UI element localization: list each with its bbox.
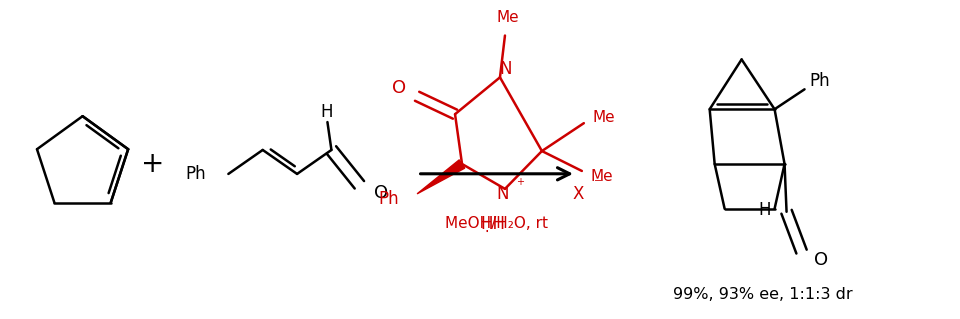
Text: H: H [321,103,333,121]
Text: O: O [814,250,828,269]
Text: Ph: Ph [185,165,206,183]
Text: N: N [500,60,513,78]
Text: ḤH: ḤH [481,215,506,233]
Text: N: N [496,185,509,203]
Text: +: + [141,150,164,178]
Text: Ph: Ph [809,72,829,90]
Text: MeOH/H₂O, rt: MeOH/H₂O, rt [444,216,548,231]
Text: O: O [392,79,406,97]
Text: Me: Me [496,10,519,25]
Text: Ph: Ph [379,190,399,208]
Text: $^{-}$: $^{-}$ [593,177,603,191]
Text: Me: Me [590,169,613,184]
Text: Me: Me [592,110,615,125]
Polygon shape [417,160,465,194]
Text: H: H [758,201,771,219]
Text: O: O [374,184,389,202]
Text: 99%, 93% ee, 1:1:3 dr: 99%, 93% ee, 1:1:3 dr [673,287,852,302]
Text: $^{+}$: $^{+}$ [516,177,525,191]
Text: X: X [572,185,584,203]
